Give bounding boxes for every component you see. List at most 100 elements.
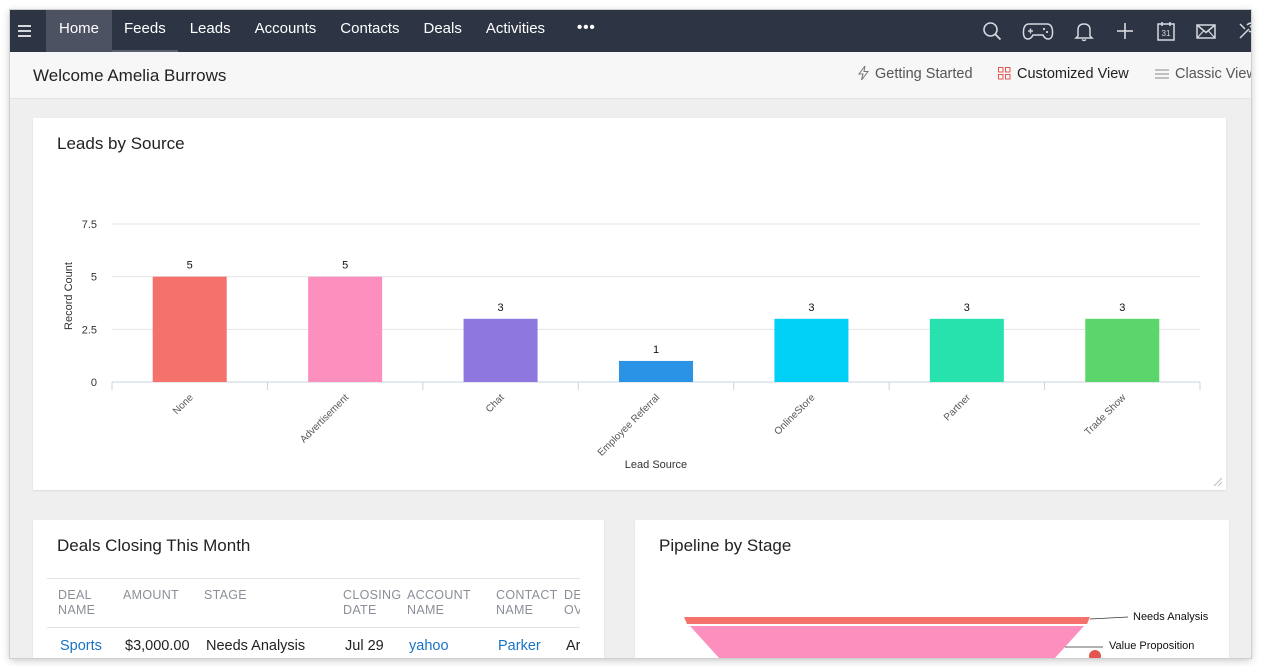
deal-name-link[interactable]: Sports	[60, 638, 102, 654]
leads-card-title: Leads by Source	[57, 134, 185, 153]
chart-bar[interactable]	[929, 318, 1004, 382]
col-header-stage[interactable]: STAGE	[204, 588, 247, 603]
chart-data-label: 3	[808, 302, 814, 314]
leads-bar-chart: 0 2.5 5 7.5 5 None 5 Advertisement 3 Chat 1 Employe…	[63, 219, 1201, 471]
list-view-icon	[1155, 68, 1169, 84]
deal-stage: Needs Analysis	[206, 638, 306, 654]
col-header-account-name[interactable]: ACCOUNT NAME	[407, 588, 471, 618]
col-header-line: NAME	[407, 603, 445, 617]
grid-view-icon	[998, 67, 1011, 84]
getting-started-label: Getting Started	[875, 66, 973, 82]
funnel-segment-needs-analysis[interactable]	[684, 617, 1090, 624]
col-header-line: CONTACT	[496, 588, 558, 602]
nav-activities[interactable]: Activities	[485, 20, 546, 37]
col-header-line: NAME	[496, 603, 534, 617]
nav-leads[interactable]: Leads	[189, 20, 231, 37]
chart-category-label: Chat	[484, 392, 507, 415]
main-nav: Home Feeds Leads Accounts Contacts Deals…	[46, 10, 608, 52]
chart-bar[interactable]	[774, 318, 849, 382]
chart-data-label: 1	[653, 344, 659, 356]
top-navigation-bar: Home Feeds Leads Accounts Contacts Deals…	[10, 10, 1251, 52]
funnel-label-value-proposition: Value Proposition	[1109, 640, 1195, 652]
bell-icon[interactable]	[1073, 20, 1095, 42]
nav-contacts[interactable]: Contacts	[340, 20, 400, 37]
gamepad-icon[interactable]	[1022, 20, 1054, 42]
nav-home[interactable]: Home	[46, 10, 113, 52]
col-header-line: STAGE	[204, 588, 247, 602]
chart-data-label: 3	[1119, 302, 1125, 314]
chart-bar[interactable]	[619, 360, 693, 382]
customized-view-link[interactable]: Customized View	[998, 66, 1129, 84]
chart-data-label: 3	[498, 302, 504, 314]
chart-bar[interactable]	[308, 276, 383, 382]
col-header-line: AMOUNT	[123, 588, 179, 602]
col-header-line: DATE	[343, 603, 377, 617]
chart-category-label: Advertisement	[298, 392, 351, 445]
search-icon[interactable]	[981, 20, 1003, 42]
funnel-label-needs-analysis: Needs Analysis	[1133, 611, 1209, 623]
deals-table: DEAL NAME AMOUNT STAGE CLOSING DATE ACCOUN…	[33, 520, 580, 658]
table-top-divider	[47, 578, 580, 579]
col-header-contact-name[interactable]: CONTACT NAME	[496, 588, 558, 618]
leads-by-source-card: Leads by Source 0 2.5 5 7.5 5 None 5 Advertisem…	[33, 118, 1226, 490]
chart-category-label: Partner	[942, 392, 973, 423]
chart-category-label: OnlineStore	[772, 392, 817, 437]
nav-accounts[interactable]: Accounts	[254, 20, 317, 37]
chart-category-label: None	[171, 392, 196, 417]
chart-y-axis-label: Record Count	[63, 262, 75, 330]
col-header-line: DEAL	[58, 588, 92, 602]
mail-icon[interactable]	[1195, 20, 1217, 42]
deals-card-title: Deals Closing This Month	[57, 536, 251, 555]
col-header-closing-date[interactable]: CLOSING DATE	[343, 588, 401, 618]
funnel-segment-value-proposition[interactable]	[690, 626, 1084, 658]
chart-category-label: Trade Show	[1083, 392, 1129, 438]
chart-x-axis-label: Lead Source	[625, 459, 687, 471]
col-header-amount[interactable]: AMOUNT	[123, 588, 179, 603]
nav-deals[interactable]: Deals	[423, 20, 462, 37]
account-name-link[interactable]: yahoo	[409, 638, 449, 654]
calendar-day-text: 31	[1162, 29, 1171, 38]
pipeline-funnel-chart	[684, 616, 1129, 658]
funnel-leader-line	[1089, 616, 1129, 620]
funnel-marker-icon	[1089, 650, 1101, 658]
nav-more-button[interactable]: •••	[577, 19, 596, 36]
getting-started-link[interactable]: Getting Started	[858, 65, 973, 84]
nav-feeds[interactable]: Feeds	[112, 10, 178, 52]
menu-icon[interactable]	[18, 22, 34, 40]
col-header-deal-name[interactable]: DEAL NAME	[58, 588, 95, 618]
chart-data-label: 5	[187, 260, 193, 272]
pipeline-by-stage-card: Pipeline by Stage Needs Analysis Value P…	[635, 520, 1229, 658]
col-header-deal-owner[interactable]: DE OV	[564, 588, 580, 618]
col-header-line: NAME	[58, 603, 96, 617]
chart-bar[interactable]	[152, 276, 227, 382]
welcome-message: Welcome Amelia Burrows	[33, 66, 227, 85]
chart-bar[interactable]	[463, 318, 538, 382]
chart-y-tick-label: 0	[91, 377, 97, 389]
chart-y-tick-label: 7.5	[82, 219, 97, 231]
add-icon[interactable]	[1114, 20, 1136, 42]
chart-data-label: 3	[964, 302, 970, 314]
contact-name-link[interactable]: Parker	[498, 638, 541, 654]
deals-closing-card: Deals Closing This Month DEAL NAME AMOUNT…	[33, 520, 604, 658]
chart-bar[interactable]	[1085, 318, 1160, 382]
col-header-line: OV	[564, 603, 580, 617]
deal-closing-date: Jul 29	[345, 638, 384, 654]
col-header-line: ACCOUNT	[407, 588, 471, 602]
customized-view-label: Customized View	[1017, 66, 1129, 82]
calendar-icon[interactable]: 31	[1155, 20, 1177, 42]
col-header-line: CLOSING	[343, 588, 402, 602]
home-subheader: Welcome Amelia Burrows Getting Started C…	[10, 52, 1251, 99]
chart-y-tick-label: 2.5	[82, 324, 97, 336]
lightning-icon	[858, 65, 870, 84]
app-window: Home Feeds Leads Accounts Contacts Deals…	[10, 10, 1251, 658]
chart-data-label: 5	[342, 260, 348, 272]
chart-category-label: Employee Referral	[596, 392, 662, 458]
resize-handle-icon[interactable]	[1214, 478, 1222, 486]
classic-view-link[interactable]: Classic View	[1155, 66, 1251, 84]
pipeline-card-title: Pipeline by Stage	[659, 536, 792, 555]
chart-y-tick-label: 5	[91, 272, 97, 284]
setup-tools-icon[interactable]	[1236, 20, 1251, 42]
deal-amount: $3,000.00	[125, 638, 190, 654]
deal-owner: Ar	[566, 638, 580, 654]
classic-view-label: Classic View	[1175, 66, 1251, 82]
